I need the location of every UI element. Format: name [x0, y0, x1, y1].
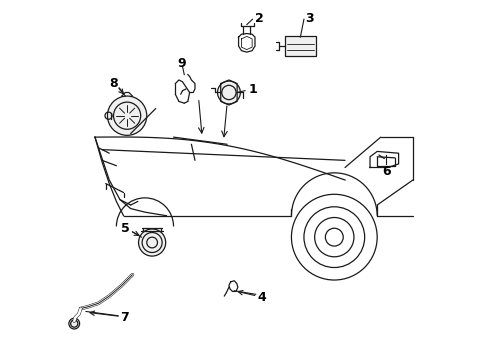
Text: 9: 9 — [177, 57, 186, 71]
Text: 5: 5 — [121, 222, 130, 235]
Text: 1: 1 — [248, 84, 257, 96]
Text: 4: 4 — [258, 291, 267, 305]
Text: 7: 7 — [120, 311, 129, 324]
Circle shape — [218, 81, 241, 104]
Text: 6: 6 — [382, 165, 391, 178]
Text: 3: 3 — [305, 12, 314, 25]
Circle shape — [107, 96, 147, 135]
Text: 2: 2 — [255, 12, 264, 25]
Circle shape — [292, 194, 377, 280]
Text: 8: 8 — [109, 77, 118, 90]
Circle shape — [69, 318, 79, 329]
Circle shape — [139, 229, 166, 256]
Bar — [285, 36, 316, 56]
